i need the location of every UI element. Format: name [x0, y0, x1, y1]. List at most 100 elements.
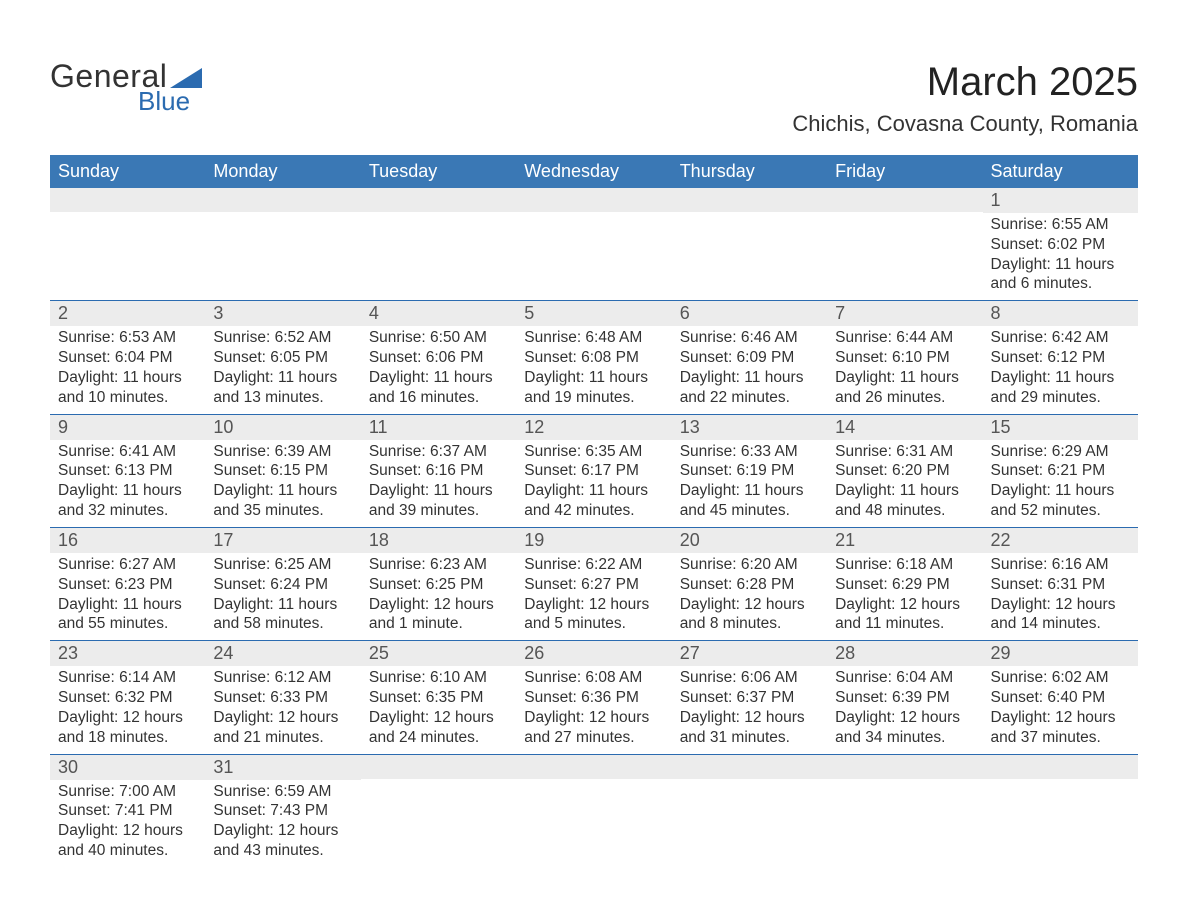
sunset-line: Sunset: 7:41 PM	[58, 801, 197, 821]
daylight-line-2: and 40 minutes.	[58, 841, 197, 861]
sunrise-line: Sunrise: 6:04 AM	[835, 668, 974, 688]
day-number: 14	[835, 417, 855, 437]
daylight-line-1: Daylight: 11 hours	[524, 368, 663, 388]
sunrise-line: Sunrise: 6:39 AM	[213, 442, 352, 462]
day-number-row: 11	[361, 415, 516, 440]
calendar-cell: 22Sunrise: 6:16 AMSunset: 6:31 PMDayligh…	[983, 527, 1138, 640]
day-number: 5	[524, 303, 534, 323]
sunrise-line: Sunrise: 6:46 AM	[680, 328, 819, 348]
day-number: 7	[835, 303, 845, 323]
empty-day-info	[516, 779, 671, 859]
sunrise-line: Sunrise: 6:42 AM	[991, 328, 1130, 348]
day-number: 18	[369, 530, 389, 550]
daylight-line-2: and 5 minutes.	[524, 614, 663, 634]
daylight-line-2: and 31 minutes.	[680, 728, 819, 748]
weekday-header: Monday	[205, 155, 360, 188]
day-number-row: 8	[983, 301, 1138, 326]
calendar-cell: 3Sunrise: 6:52 AMSunset: 6:05 PMDaylight…	[205, 300, 360, 413]
day-wrap: 23Sunrise: 6:14 AMSunset: 6:32 PMDayligh…	[50, 640, 205, 753]
calendar-cell: 31Sunrise: 6:59 AMSunset: 7:43 PMDayligh…	[205, 754, 360, 867]
sunset-line: Sunset: 6:27 PM	[524, 575, 663, 595]
calendar-week-row: 1Sunrise: 6:55 AMSunset: 6:02 PMDaylight…	[50, 188, 1138, 300]
sunrise-line: Sunrise: 6:29 AM	[991, 442, 1130, 462]
logo-triangle-icon	[170, 68, 202, 88]
day-info: Sunrise: 6:33 AMSunset: 6:19 PMDaylight:…	[672, 440, 827, 527]
calendar-cell: 2Sunrise: 6:53 AMSunset: 6:04 PMDaylight…	[50, 300, 205, 413]
weekday-header: Tuesday	[361, 155, 516, 188]
weekday-header: Friday	[827, 155, 982, 188]
sunrise-line: Sunrise: 6:37 AM	[369, 442, 508, 462]
daylight-line-1: Daylight: 12 hours	[835, 708, 974, 728]
daylight-line-2: and 16 minutes.	[369, 388, 508, 408]
calendar-cell: 27Sunrise: 6:06 AMSunset: 6:37 PMDayligh…	[672, 640, 827, 753]
empty-day-number-row	[205, 188, 360, 212]
day-number: 27	[680, 643, 700, 663]
day-wrap: 5Sunrise: 6:48 AMSunset: 6:08 PMDaylight…	[516, 300, 671, 413]
sunrise-line: Sunrise: 6:06 AM	[680, 668, 819, 688]
sunset-line: Sunset: 6:19 PM	[680, 461, 819, 481]
daylight-line-1: Daylight: 11 hours	[58, 481, 197, 501]
daylight-line-1: Daylight: 11 hours	[213, 368, 352, 388]
sunset-line: Sunset: 6:17 PM	[524, 461, 663, 481]
day-number: 25	[369, 643, 389, 663]
day-number: 28	[835, 643, 855, 663]
day-number: 21	[835, 530, 855, 550]
sunset-line: Sunset: 6:35 PM	[369, 688, 508, 708]
day-wrap	[361, 754, 516, 859]
day-info: Sunrise: 6:22 AMSunset: 6:27 PMDaylight:…	[516, 553, 671, 640]
empty-day-info	[361, 212, 516, 292]
sunrise-line: Sunrise: 6:20 AM	[680, 555, 819, 575]
calendar-cell: 25Sunrise: 6:10 AMSunset: 6:35 PMDayligh…	[361, 640, 516, 753]
sunrise-line: Sunrise: 6:55 AM	[991, 215, 1130, 235]
day-wrap: 16Sunrise: 6:27 AMSunset: 6:23 PMDayligh…	[50, 527, 205, 640]
day-number: 22	[991, 530, 1011, 550]
day-number-row: 19	[516, 528, 671, 553]
sunrise-line: Sunrise: 6:31 AM	[835, 442, 974, 462]
sunset-line: Sunset: 6:16 PM	[369, 461, 508, 481]
empty-day-info	[361, 779, 516, 859]
empty-day-number-row	[361, 755, 516, 779]
calendar-cell	[827, 754, 982, 867]
empty-day-info	[205, 212, 360, 292]
day-wrap: 29Sunrise: 6:02 AMSunset: 6:40 PMDayligh…	[983, 640, 1138, 753]
day-number: 11	[369, 417, 388, 437]
daylight-line-2: and 10 minutes.	[58, 388, 197, 408]
day-info: Sunrise: 6:44 AMSunset: 6:10 PMDaylight:…	[827, 326, 982, 413]
day-number-row: 29	[983, 641, 1138, 666]
daylight-line-1: Daylight: 11 hours	[369, 368, 508, 388]
calendar-cell: 13Sunrise: 6:33 AMSunset: 6:19 PMDayligh…	[672, 414, 827, 527]
empty-day-info	[516, 212, 671, 292]
day-wrap	[672, 754, 827, 859]
day-number: 30	[58, 757, 78, 777]
daylight-line-2: and 48 minutes.	[835, 501, 974, 521]
day-number-row: 27	[672, 641, 827, 666]
day-info: Sunrise: 6:04 AMSunset: 6:39 PMDaylight:…	[827, 666, 982, 753]
day-number: 1	[991, 190, 1001, 210]
sunset-line: Sunset: 6:32 PM	[58, 688, 197, 708]
day-wrap: 12Sunrise: 6:35 AMSunset: 6:17 PMDayligh…	[516, 414, 671, 527]
day-number: 6	[680, 303, 690, 323]
sunset-line: Sunset: 6:08 PM	[524, 348, 663, 368]
day-number-row: 25	[361, 641, 516, 666]
day-info: Sunrise: 7:00 AMSunset: 7:41 PMDaylight:…	[50, 780, 205, 867]
day-number-row: 16	[50, 528, 205, 553]
sunrise-line: Sunrise: 6:23 AM	[369, 555, 508, 575]
logo: General Blue	[50, 60, 202, 114]
sunrise-line: Sunrise: 6:14 AM	[58, 668, 197, 688]
sunset-line: Sunset: 6:04 PM	[58, 348, 197, 368]
calendar-cell: 30 Sunrise: 7:00 AMSunset: 7:41 PMDayligh…	[50, 754, 205, 867]
daylight-line-1: Daylight: 11 hours	[680, 481, 819, 501]
day-wrap: 26Sunrise: 6:08 AMSunset: 6:36 PMDayligh…	[516, 640, 671, 753]
day-number-row: 1	[983, 188, 1138, 213]
daylight-line-1: Daylight: 12 hours	[991, 708, 1130, 728]
month-title: March 2025	[792, 60, 1138, 105]
sunrise-line: Sunrise: 6:33 AM	[680, 442, 819, 462]
calendar-cell: 11Sunrise: 6:37 AMSunset: 6:16 PMDayligh…	[361, 414, 516, 527]
sunset-line: Sunset: 6:37 PM	[680, 688, 819, 708]
daylight-line-2: and 11 minutes.	[835, 614, 974, 634]
day-wrap: 19Sunrise: 6:22 AMSunset: 6:27 PMDayligh…	[516, 527, 671, 640]
daylight-line-2: and 42 minutes.	[524, 501, 663, 521]
daylight-line-2: and 58 minutes.	[213, 614, 352, 634]
day-number: 4	[369, 303, 379, 323]
day-info: Sunrise: 6:46 AMSunset: 6:09 PMDaylight:…	[672, 326, 827, 413]
